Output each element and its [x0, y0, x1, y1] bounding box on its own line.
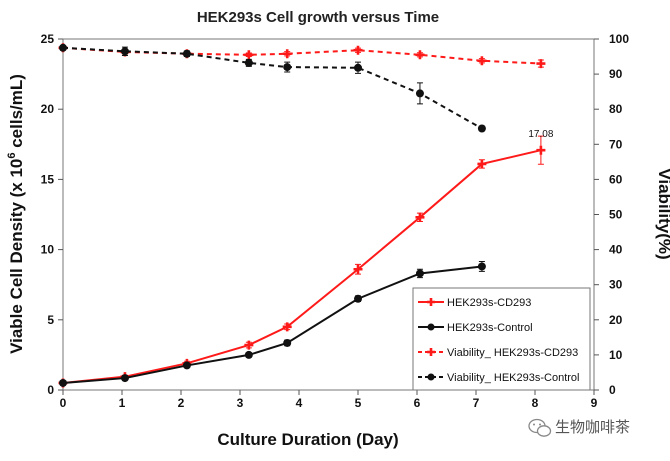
y-axis-label-tail: cells/mL)	[7, 74, 26, 152]
circle-marker	[415, 89, 424, 98]
legend-item: HEK293s-CD293	[418, 297, 531, 309]
legend-label: Viability_ HEK293s-CD293	[447, 347, 578, 359]
circle-marker	[427, 373, 435, 381]
plus-marker	[427, 298, 435, 306]
circle-marker	[477, 124, 486, 133]
circle-marker	[244, 58, 253, 67]
x-tick-label: 3	[237, 396, 244, 410]
legend-label: HEK293s-Control	[447, 322, 533, 334]
y2-tick-label: 70	[609, 137, 623, 151]
plus-marker	[477, 56, 487, 66]
x-tick-label: 0	[60, 396, 67, 410]
y2-tick-label: 10	[609, 348, 623, 362]
watermark: 生物咖啡茶	[528, 418, 630, 437]
plus-marker	[244, 50, 254, 60]
circle-marker	[415, 269, 424, 278]
legend-label: Viability_ HEK293s-Control	[447, 372, 579, 384]
annotation-label: 17.08	[528, 129, 553, 140]
y-axis-left: 0 5 10 15 20 25	[41, 32, 63, 397]
y-tick-label: 0	[47, 383, 54, 397]
y2-tick-label: 30	[609, 278, 623, 292]
circle-marker	[182, 361, 191, 370]
x-tick-label: 4	[296, 396, 303, 410]
chart-title: HEK293s Cell growth versus Time	[197, 9, 439, 26]
legend-item: HEK293s-Control	[418, 322, 533, 334]
y2-tick-label: 20	[609, 313, 623, 327]
x-tick-label: 8	[532, 396, 539, 410]
legend-item: Viability_ HEK293s-Control	[418, 372, 579, 384]
y-axis-label: Viable Cell Density (x 106 cells/mL)	[6, 74, 26, 354]
plus-marker	[415, 212, 425, 222]
series-2	[58, 43, 546, 69]
y-axis-label-sup: 6	[6, 153, 18, 159]
y-tick-label: 5	[47, 313, 54, 327]
series-line	[62, 46, 483, 130]
y-tick-label: 20	[41, 102, 55, 116]
x-tick-label: 1	[119, 396, 126, 410]
circle-marker	[354, 294, 362, 303]
y2-tick-label: 50	[609, 208, 623, 222]
plus-marker	[415, 50, 425, 60]
y2-tick-label: 0	[609, 383, 616, 397]
y2-axis-label: Viability(%)	[655, 168, 670, 259]
circle-marker	[59, 43, 67, 52]
y-axis-right: 0 10 20 30 40 50 60 70 80 90 100	[594, 32, 629, 397]
circle-marker	[427, 323, 435, 331]
circle-marker	[244, 350, 253, 359]
circle-marker	[477, 262, 486, 271]
legend-item: Viability_ HEK293s-CD293	[418, 347, 578, 359]
circle-marker	[120, 47, 129, 56]
y-tick-label: 15	[41, 172, 55, 186]
x-tick-label: 6	[414, 396, 421, 410]
legend-box	[412, 287, 591, 391]
plus-marker	[536, 59, 546, 69]
legend: HEK293s-CD293 HEK293s-Control Viability_ H…	[412, 287, 591, 391]
x-axis: 0 1 2 3 4 5 6 7 8 9	[60, 390, 598, 410]
series-3	[59, 43, 486, 133]
y2-tick-label: 90	[609, 67, 623, 81]
series-layer	[58, 43, 546, 388]
series-line	[62, 46, 541, 65]
circle-marker	[283, 63, 292, 72]
plus-marker	[427, 348, 435, 356]
plus-marker	[282, 322, 292, 332]
series-1	[59, 261, 486, 387]
plus-marker	[477, 159, 487, 169]
circle-marker	[59, 378, 67, 387]
annotations: 17.08	[528, 129, 553, 140]
watermark-text: 生物咖啡茶	[555, 418, 630, 436]
x-axis-label: Culture Duration (Day)	[217, 430, 398, 449]
y2-tick-label: 100	[609, 32, 629, 46]
y-tick-label: 25	[41, 32, 55, 46]
series-line	[62, 265, 483, 384]
circle-marker	[120, 374, 129, 383]
y-axis-label-main: Viable Cell Density (x 10	[7, 159, 26, 354]
y-tick-label: 10	[41, 243, 55, 257]
y2-tick-label: 60	[609, 172, 623, 186]
wechat-icon	[528, 418, 552, 437]
plus-marker	[536, 145, 546, 155]
legend-label: HEK293s-CD293	[447, 297, 531, 309]
x-tick-label: 5	[355, 396, 362, 410]
x-tick-label: 2	[178, 396, 185, 410]
legend-items: HEK293s-CD293 HEK293s-Control Viability_ H…	[418, 297, 579, 384]
circle-marker	[283, 338, 292, 347]
plus-marker	[353, 45, 363, 55]
y2-tick-label: 80	[609, 102, 623, 116]
y2-tick-label: 40	[609, 243, 623, 257]
x-tick-label: 9	[591, 396, 598, 410]
circle-marker	[354, 63, 362, 72]
plus-marker	[353, 264, 363, 274]
plus-marker	[282, 49, 292, 59]
circle-marker	[182, 49, 191, 58]
x-tick-label: 7	[473, 396, 480, 410]
plus-marker	[244, 340, 254, 350]
